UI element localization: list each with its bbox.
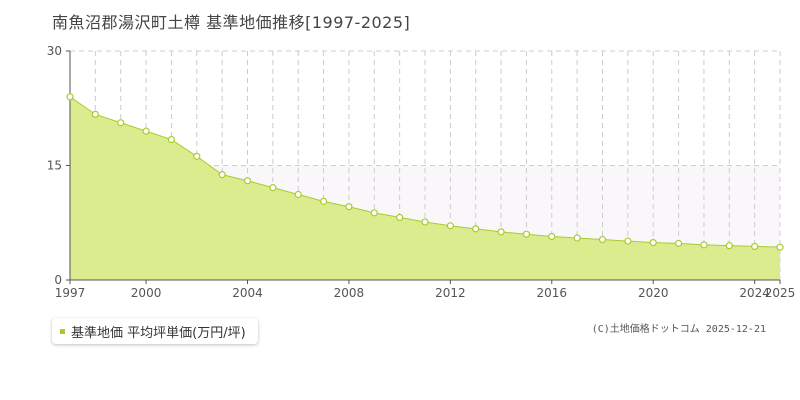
x-tick-label: 2004 xyxy=(232,286,263,300)
data-point xyxy=(598,235,607,244)
x-tick-label: 2016 xyxy=(537,286,568,300)
data-point xyxy=(396,213,404,222)
data-point xyxy=(776,243,784,251)
legend-swatch xyxy=(60,328,65,334)
x-tick-label: 2024 xyxy=(739,286,770,300)
data-point xyxy=(370,209,378,217)
data-point xyxy=(649,238,657,247)
data-point xyxy=(751,242,759,251)
y-tick-label: 0 xyxy=(54,273,62,287)
chart-legend: 基準地価 平均坪単価(万円/坪) xyxy=(52,318,258,344)
data-point xyxy=(243,177,252,185)
y-tick-label: 15 xyxy=(47,159,62,173)
x-tick-label: 2000 xyxy=(131,286,162,300)
data-point xyxy=(142,127,150,135)
data-point xyxy=(117,119,125,127)
x-tick-label: 2012 xyxy=(435,286,466,300)
x-tick-label: 2020 xyxy=(638,286,669,300)
data-point xyxy=(472,225,480,233)
data-point xyxy=(674,239,683,247)
data-point xyxy=(573,234,581,242)
data-point xyxy=(269,184,277,192)
data-point xyxy=(725,242,733,250)
x-tick-label: 2008 xyxy=(334,286,365,300)
data-point xyxy=(66,93,74,101)
x-tick-label: 1997 xyxy=(55,286,86,300)
y-tick-label: 30 xyxy=(47,44,62,58)
data-point xyxy=(548,232,556,241)
data-point xyxy=(193,152,201,160)
data-point xyxy=(167,135,176,144)
series-area xyxy=(70,96,780,280)
data-point xyxy=(294,190,302,199)
copyright-credit: (C)土地価格ドットコム 2025-12-21 xyxy=(591,324,766,335)
legend-label: 基準地価 平均坪単価(万円/坪) xyxy=(71,325,246,341)
data-point xyxy=(218,171,226,179)
data-point xyxy=(522,230,531,238)
data-point xyxy=(446,222,454,230)
chart-title: 南魚沼郡湯沢町土樽 基準地価推移[1997-2025] xyxy=(52,13,411,32)
data-point xyxy=(421,218,429,226)
x-tick-label: 2025 xyxy=(765,286,796,300)
data-point xyxy=(700,241,708,249)
data-point xyxy=(91,110,99,118)
data-point xyxy=(345,203,353,211)
data-point xyxy=(497,228,505,236)
data-point xyxy=(624,237,632,245)
data-point xyxy=(319,197,328,205)
